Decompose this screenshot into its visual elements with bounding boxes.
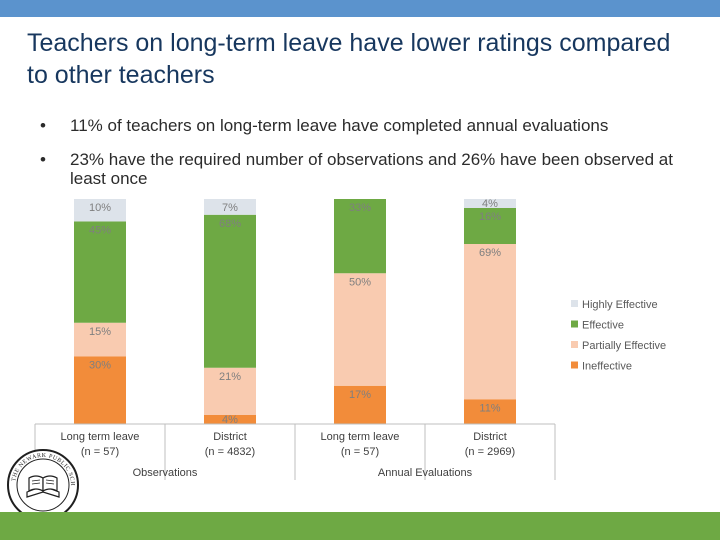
data-label: 7% (222, 202, 238, 214)
data-label: 68% (219, 218, 241, 230)
x-tick-label: Long term leave (n = 57) (61, 431, 140, 458)
bar-segment-ineffective (74, 356, 126, 424)
bottom-color-band (0, 512, 720, 540)
data-label: 69% (479, 247, 501, 259)
bar-segment-effective (74, 221, 126, 323)
bar-segment-effective (464, 208, 516, 244)
group-label: Observations (133, 467, 198, 479)
bar-segment-effective (334, 199, 386, 274)
legend-label: Partially Effective (582, 340, 666, 352)
x-tick-label: Long term leave (n = 57) (321, 431, 400, 458)
bar-segment-partially-effective (334, 273, 386, 386)
bullet-item: 23% have the required number of observat… (40, 150, 690, 188)
legend-swatch (571, 300, 578, 307)
bar-segment-effective (204, 214, 256, 368)
legend-swatch (571, 361, 578, 369)
data-label: 16% (479, 211, 501, 223)
legend-label: Ineffective (582, 361, 632, 373)
bar-segment-ineffective (334, 385, 386, 424)
data-label: 4% (482, 198, 498, 210)
data-label: 45% (89, 225, 111, 237)
bar-segment-partially-effective (74, 322, 126, 357)
data-label: 4% (222, 414, 238, 426)
slide-title: Teachers on long-term leave have lower r… (27, 29, 671, 89)
data-label: 10% (89, 202, 111, 214)
data-label: 30% (89, 360, 111, 372)
bullet-item: 11% of teachers on long-term leave have … (40, 116, 690, 135)
legend-swatch (571, 341, 578, 348)
data-label: 17% (349, 389, 371, 401)
school-seal-logo: THE NEWARK PUBLIC SCHOOLS (6, 448, 79, 521)
data-label: 50% (349, 276, 371, 288)
data-label: 21% (219, 371, 241, 383)
group-label: Annual Evaluations (378, 467, 473, 479)
bar-segment-highly-effective (74, 199, 126, 222)
legend-label: Effective (582, 320, 624, 332)
bullet-list: 11% of teachers on long-term leave have … (40, 116, 690, 203)
x-tick-label: District (n = 4832) (205, 431, 255, 458)
legend-swatch (571, 320, 578, 328)
data-label: 15% (89, 326, 111, 338)
data-label: 33% (349, 202, 371, 214)
bar-segment-ineffective (204, 415, 256, 424)
bar-segment-highly-effective (204, 199, 256, 215)
legend-label: Highly Effective (582, 299, 658, 311)
data-label: 11% (479, 402, 500, 414)
bar-segment-highly-effective (464, 199, 516, 208)
bar-segment-partially-effective (204, 367, 256, 415)
top-color-band (0, 0, 720, 17)
x-tick-label: District (n = 2969) (465, 431, 515, 458)
bar-segment-partially-effective (464, 244, 516, 400)
bar-segment-ineffective (464, 399, 516, 424)
